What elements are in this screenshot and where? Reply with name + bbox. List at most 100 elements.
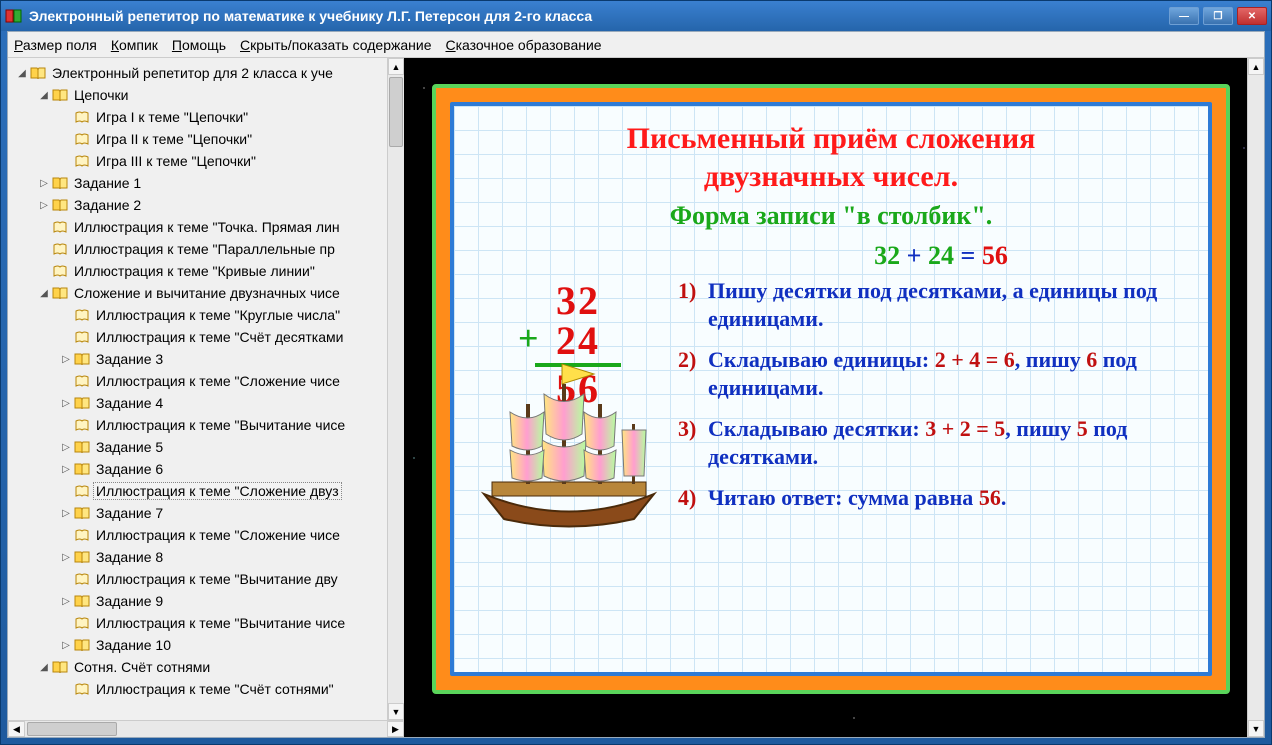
minimize-button[interactable]: — xyxy=(1169,7,1199,25)
tree-item-label: Иллюстрация к теме "Сложение чисе xyxy=(94,373,342,389)
close-button[interactable]: ✕ xyxy=(1237,7,1267,25)
expand-icon[interactable]: ▷ xyxy=(60,595,72,607)
lesson-frame-inner: Письменный приём сложения двузначных чис… xyxy=(450,102,1212,676)
tree-item-label: Игра III к теме "Цепочки" xyxy=(94,153,258,169)
tree-item[interactable]: Иллюстрация к теме "Вычитание чисе xyxy=(8,612,387,634)
tree-item[interactable]: ▷Задание 3 xyxy=(8,348,387,370)
tree-item[interactable]: Иллюстрация к теме "Точка. Прямая лин xyxy=(8,216,387,238)
tree-item[interactable]: Игра I к теме "Цепочки" xyxy=(8,106,387,128)
book-icon xyxy=(52,198,68,212)
lesson-steps: 1)Пишу десятки под десятками, а единицы … xyxy=(678,277,1184,526)
tree-item-label: Задание 4 xyxy=(94,395,165,411)
book-icon xyxy=(74,550,90,564)
tree-item[interactable]: Иллюстрация к теме "Сложение чисе xyxy=(8,524,387,546)
content-pane: Письменный приём сложения двузначных чис… xyxy=(404,58,1264,737)
expand-icon[interactable]: ▷ xyxy=(38,199,50,211)
scroll-track[interactable] xyxy=(388,75,404,703)
tree-item[interactable]: Иллюстрация к теме "Параллельные пр xyxy=(8,238,387,260)
book-icon xyxy=(74,506,90,520)
step-number: 4) xyxy=(678,484,708,512)
tree-item[interactable]: ▷Задание 7 xyxy=(8,502,387,524)
expand-icon[interactable]: ▷ xyxy=(60,441,72,453)
tree-item[interactable]: ◢Сложение и вычитание двузначных чисе xyxy=(8,282,387,304)
app-window: Электронный репетитор по математике к уч… xyxy=(0,0,1272,745)
page-icon xyxy=(74,330,90,344)
tree-item[interactable]: ▷ Задание 4 xyxy=(8,392,387,414)
scroll-down-arrow[interactable]: ▼ xyxy=(388,703,404,720)
tree-item[interactable]: ◢Электронный репетитор для 2 класса к уч… xyxy=(8,62,387,84)
lesson-content: Письменный приём сложения двузначных чис… xyxy=(454,106,1208,536)
scroll-thumb[interactable] xyxy=(389,77,403,147)
tree-vertical-scrollbar[interactable]: ▲ ▼ xyxy=(387,58,404,720)
tree-item-label: Задание 1 xyxy=(72,175,143,191)
book-icon xyxy=(52,88,68,102)
tree-item[interactable]: ▷Задание 8 xyxy=(8,546,387,568)
tree-item[interactable]: Игра III к теме "Цепочки" xyxy=(8,150,387,172)
tree-item[interactable]: Иллюстрация к теме "Счёт десятками xyxy=(8,326,387,348)
tree-view[interactable]: ◢Электронный репетитор для 2 класса к уч… xyxy=(8,58,387,720)
page-icon xyxy=(74,374,90,388)
tree-item[interactable]: ▷Задание 10 xyxy=(8,634,387,656)
tree-item[interactable]: Игра II к теме "Цепочки" xyxy=(8,128,387,150)
page-icon xyxy=(74,110,90,124)
scroll-up-arrow[interactable]: ▲ xyxy=(1248,58,1264,75)
tree-item[interactable]: Иллюстрация к теме "Вычитание чисе xyxy=(8,414,387,436)
tree-item-label: Иллюстрация к теме "Сложение чисе xyxy=(94,527,342,543)
ship-illustration xyxy=(464,354,674,534)
tree-item-label: Задание 6 xyxy=(94,461,165,477)
scroll-thumb[interactable] xyxy=(27,722,117,736)
tree-item[interactable]: ▷ Задание 1 xyxy=(8,172,387,194)
scroll-up-arrow[interactable]: ▲ xyxy=(388,58,404,75)
expand-icon[interactable]: ▷ xyxy=(60,397,72,409)
tree-item-label: Иллюстрация к теме "Счёт десятками xyxy=(94,329,345,345)
collapse-icon[interactable]: ◢ xyxy=(38,287,50,299)
menu-fairy-edu[interactable]: Сказочное образование xyxy=(445,37,601,53)
tree-item[interactable]: ◢Сотня. Счёт сотнями xyxy=(8,656,387,678)
collapse-icon[interactable]: ◢ xyxy=(38,89,50,101)
tree-item[interactable]: Иллюстрация к теме "Кривые линии" xyxy=(8,260,387,282)
tree-item-label: Задание 5 xyxy=(94,439,165,455)
scroll-track[interactable] xyxy=(1248,75,1264,720)
menu-toggle-toc[interactable]: Скрыть/показать содержание xyxy=(240,37,431,53)
lesson-step: 2)Складываю единицы: 2 + 4 = 6, пишу 6 п… xyxy=(678,346,1184,401)
maximize-button[interactable]: ❐ xyxy=(1203,7,1233,25)
step-text: Складываю единицы: 2 + 4 = 6, пишу 6 под… xyxy=(708,346,1184,401)
tree-item[interactable]: Иллюстрация к теме "Сложение двуз xyxy=(8,480,387,502)
expand-icon[interactable]: ▷ xyxy=(60,507,72,519)
collapse-icon[interactable]: ◢ xyxy=(38,661,50,673)
tree-item[interactable]: ◢Цепочки xyxy=(8,84,387,106)
tree-item[interactable]: Иллюстрация к теме "Счёт сотнями" xyxy=(8,678,387,700)
scroll-track[interactable] xyxy=(25,721,387,737)
expand-icon[interactable]: ▷ xyxy=(60,353,72,365)
scroll-right-arrow[interactable]: ▶ xyxy=(387,721,404,737)
tree-item[interactable]: ▷Задание 9 xyxy=(8,590,387,612)
tree-item-label: Иллюстрация к теме "Параллельные пр xyxy=(72,241,337,257)
page-icon xyxy=(74,528,90,542)
menu-kompik[interactable]: Компик xyxy=(111,37,158,53)
expand-icon[interactable]: ▷ xyxy=(60,463,72,475)
tree-item[interactable]: ▷ Задание 5 xyxy=(8,436,387,458)
tree-item[interactable]: ▷ Задание 6 xyxy=(8,458,387,480)
collapse-icon[interactable]: ◢ xyxy=(16,67,28,79)
scroll-left-arrow[interactable]: ◀ xyxy=(8,721,25,737)
menu-field-size[interactable]: Размер поля xyxy=(14,37,97,53)
expand-icon[interactable]: ▷ xyxy=(60,639,72,651)
page-icon xyxy=(52,264,68,278)
expand-icon[interactable]: ▷ xyxy=(38,177,50,189)
tree-horizontal-scrollbar[interactable]: ◀ ▶ xyxy=(8,720,404,737)
menu-help[interactable]: Помощь xyxy=(172,37,226,53)
book-icon xyxy=(74,462,90,476)
tree-item-label: Иллюстрация к теме "Сложение двуз xyxy=(94,483,341,499)
tree-pane: ◢Электронный репетитор для 2 класса к уч… xyxy=(8,58,404,737)
page-icon xyxy=(74,682,90,696)
tree-item[interactable]: Иллюстрация к теме "Круглые числа" xyxy=(8,304,387,326)
scroll-down-arrow[interactable]: ▼ xyxy=(1248,720,1264,737)
content-vertical-scrollbar[interactable]: ▲ ▼ xyxy=(1247,58,1264,737)
step-text: Читаю ответ: сумма равна 56. xyxy=(708,484,1006,512)
tree-item-label: Иллюстрация к теме "Счёт сотнями" xyxy=(94,681,336,697)
expand-icon[interactable]: ▷ xyxy=(60,551,72,563)
lesson-subtitle: Форма записи "в столбик". xyxy=(478,201,1184,231)
tree-item[interactable]: Иллюстрация к теме "Сложение чисе xyxy=(8,370,387,392)
tree-item[interactable]: Иллюстрация к теме "Вычитание дву xyxy=(8,568,387,590)
tree-item[interactable]: ▷Задание 2 xyxy=(8,194,387,216)
